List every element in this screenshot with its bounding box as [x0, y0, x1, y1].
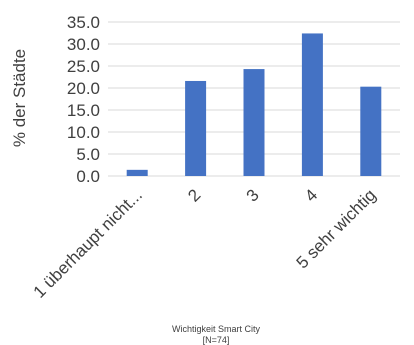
y-tick-label: 5.0 [76, 145, 100, 164]
x-category-label: 4 [301, 185, 321, 205]
x-category-label: 1 überhaupt nicht... [30, 185, 146, 301]
bar [243, 69, 265, 176]
x-axis-label: Wichtigkeit Smart City [172, 324, 261, 334]
y-tick-label: 35.0 [67, 13, 100, 32]
y-tick-label: 0.0 [76, 167, 100, 186]
y-tick-label: 30.0 [67, 35, 100, 54]
y-tick-label: 10.0 [67, 123, 100, 142]
x-category-label: 2 [184, 185, 204, 205]
x-axis-categories: 1 überhaupt nicht... 2 3 45 sehr wichtig [30, 185, 380, 301]
y-tick-label: 25.0 [67, 57, 100, 76]
x-category-label: 3 [243, 185, 263, 205]
bar [301, 33, 323, 176]
bar [360, 86, 382, 176]
x-axis-label-note: [N=74] [203, 335, 230, 345]
bar [126, 169, 148, 176]
y-tick-label: 20.0 [67, 79, 100, 98]
x-category-label: 5 sehr wichtig [293, 185, 380, 272]
y-axis-ticks: 0.0 5.0 10.0 15.0 20.0 25.0 30.0 35.0 [67, 13, 100, 186]
y-tick-label: 15.0 [67, 101, 100, 120]
y-axis-label: % der Städte [10, 49, 29, 147]
bar [185, 80, 207, 176]
bars [126, 33, 382, 176]
